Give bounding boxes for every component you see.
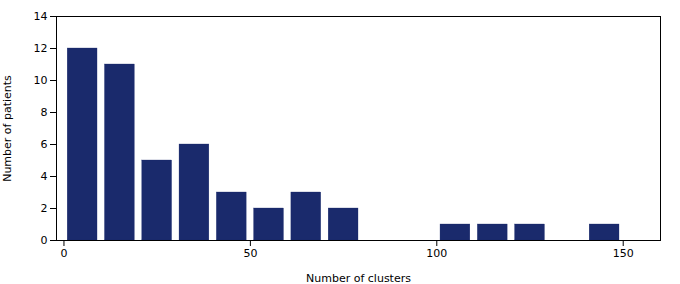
svg-text:8: 8	[41, 106, 48, 119]
svg-text:14: 14	[34, 10, 48, 23]
svg-text:12: 12	[34, 42, 48, 55]
svg-text:150: 150	[613, 247, 634, 260]
svg-text:6: 6	[41, 138, 48, 151]
svg-text:2: 2	[41, 202, 48, 215]
svg-text:Number of clusters: Number of clusters	[306, 272, 411, 284]
svg-text:50: 50	[243, 247, 257, 260]
svg-text:10: 10	[34, 74, 48, 87]
svg-text:Number of patients: Number of patients	[1, 75, 14, 182]
svg-text:100: 100	[426, 247, 447, 260]
svg-text:0: 0	[41, 234, 48, 247]
svg-text:0: 0	[60, 247, 67, 260]
svg-text:4: 4	[41, 170, 48, 183]
